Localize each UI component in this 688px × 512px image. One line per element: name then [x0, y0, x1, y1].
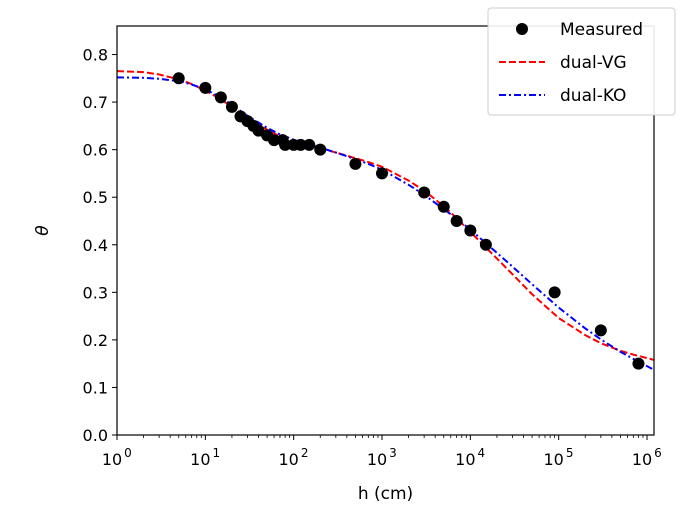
x-tick-label-0: 10 — [102, 450, 122, 469]
legend: Measured dual-VG dual-KO — [487, 7, 676, 116]
data-point-measured-11 — [279, 138, 292, 151]
legend-label-dual-vg: dual-VG — [560, 53, 627, 73]
data-point-measured-13 — [294, 138, 307, 151]
axes-layer: 0.00.10.20.30.40.50.60.70.810 0 10 1 10 2 10 3 1… — [83, 25, 662, 469]
data-point-measured-0 — [172, 72, 185, 85]
y-tick-label-8: 0.8 — [83, 46, 108, 65]
data-point-measured-23 — [548, 286, 561, 299]
data-point-measured-20 — [450, 214, 463, 227]
x-tick-label-4: 10 — [455, 450, 475, 469]
x-tick-exponent-1: 1 — [213, 446, 221, 460]
x-tick-label-5: 10 — [543, 450, 563, 469]
y-tick-label-3: 0.3 — [83, 283, 108, 302]
y-tick-label-2: 0.2 — [83, 331, 108, 350]
legend-label-dual-ko: dual-KO — [560, 86, 626, 106]
legend-label-measured: Measured — [560, 20, 643, 40]
data-point-measured-3 — [225, 100, 238, 113]
x-tick-exponent-2: 2 — [301, 446, 309, 460]
x-tick-label-1: 10 — [190, 450, 210, 469]
y-tick-label-6: 0.6 — [83, 141, 108, 160]
x-tick-exponent-6: 6 — [654, 446, 662, 460]
y-tick-label-7: 0.7 — [83, 93, 108, 112]
data-point-measured-15 — [314, 143, 327, 156]
x-tick-exponent-4: 4 — [478, 446, 486, 460]
data-point-measured-19 — [437, 200, 450, 213]
y-tick-label-5: 0.5 — [83, 188, 108, 207]
data-point-measured-2 — [214, 91, 227, 104]
y-tick-label-1: 0.1 — [83, 378, 108, 397]
x-tick-exponent-0: 0 — [124, 446, 132, 460]
data-point-measured-1 — [199, 81, 212, 94]
x-tick-exponent-3: 3 — [389, 446, 397, 460]
x-tick-exponent-5: 5 — [566, 446, 574, 460]
data-point-measured-9 — [268, 134, 281, 147]
data-point-measured-16 — [349, 157, 362, 170]
data-point-measured-21 — [464, 224, 477, 237]
data-point-measured-14 — [303, 138, 316, 151]
x-axis-label: h (cm) — [358, 484, 413, 504]
x-tick-label-6: 10 — [632, 450, 652, 469]
y-tick-label-0: 0.0 — [83, 426, 108, 445]
x-tick-label-3: 10 — [367, 450, 387, 469]
legend-box — [487, 7, 676, 116]
data-point-measured-22 — [479, 238, 492, 251]
y-tick-label-4: 0.4 — [83, 236, 108, 255]
series-layer — [117, 70, 654, 371]
data-point-measured-24 — [594, 324, 607, 337]
y-axis-label: θ — [33, 225, 53, 236]
legend-marker-measured — [516, 23, 528, 35]
data-point-measured-25 — [632, 357, 645, 370]
data-point-measured-18 — [418, 186, 431, 199]
x-tick-label-2: 10 — [278, 450, 298, 469]
plot-frame — [116, 25, 655, 436]
data-point-measured-17 — [376, 167, 388, 180]
